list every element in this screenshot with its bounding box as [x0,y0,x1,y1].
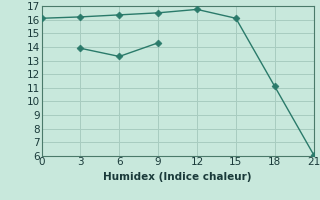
X-axis label: Humidex (Indice chaleur): Humidex (Indice chaleur) [103,172,252,182]
